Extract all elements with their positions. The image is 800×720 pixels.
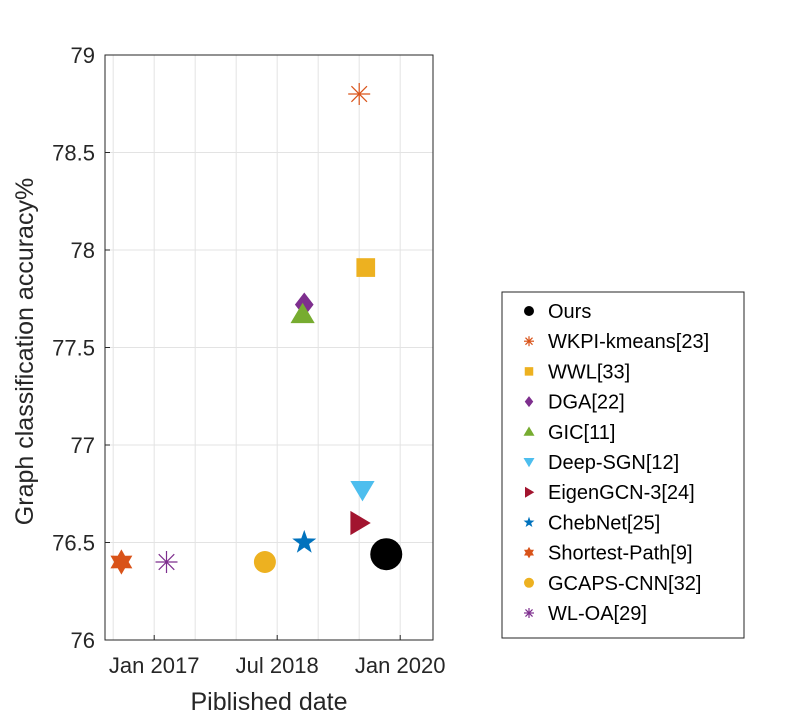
legend-item: Deep-SGN[12] <box>523 452 679 474</box>
legend-marker <box>524 336 534 347</box>
data-point <box>290 302 315 324</box>
legend-item: ChebNet[25] <box>523 512 660 534</box>
legend-marker <box>525 486 535 498</box>
legend-marker <box>523 516 535 528</box>
data-point <box>155 551 178 573</box>
data-point <box>110 549 133 575</box>
legend-item: DGA[22] <box>524 392 625 414</box>
legend-item: Ours <box>524 301 591 323</box>
legend-item: WL-OA[29] <box>524 603 647 625</box>
data-point <box>294 292 314 317</box>
legend-label: WWL[33] <box>548 361 630 383</box>
data-point <box>348 83 371 105</box>
legend-marker <box>524 306 534 316</box>
y-tick-label: 76 <box>71 628 95 653</box>
legend: Ours WKPI-kmeans[23] WWL[33] DGA[22] GIC[11]… <box>501 291 745 639</box>
x-tick-label: Jan 2020 <box>355 653 446 678</box>
legend-label: WL-OA[29] <box>548 603 647 625</box>
x-tick-label: Jan 2017 <box>109 653 200 678</box>
x-axis-label: Piblished date <box>190 688 347 716</box>
y-tick-label: 77 <box>71 433 95 458</box>
x-tick-label: Jul 2018 <box>236 653 319 678</box>
legend-item: GCAPS-CNN[32] <box>524 573 701 595</box>
legend-label: Shortest-Path[9] <box>548 543 693 565</box>
data-point <box>292 529 317 553</box>
legend-marker <box>524 396 534 408</box>
legend-marker <box>524 577 534 588</box>
legend-item: WKPI-kmeans[23] <box>524 331 709 353</box>
y-tick-label: 77.5 <box>52 336 95 361</box>
legend-label: DGA[22] <box>548 392 625 414</box>
data-point <box>253 551 276 573</box>
legend-label: EigenGCN-3[24] <box>548 482 695 504</box>
y-tick-label: 76.5 <box>52 531 95 556</box>
y-tick-label: 78.5 <box>52 141 95 166</box>
legend-label: Deep-SGN[12] <box>548 452 679 474</box>
axis-ticks: Jan 2017 Jul 2018 Jan 2020 76 76.5 77 77.5 78 78… <box>52 43 445 678</box>
y-axis-label: Graph classification accuracy% <box>11 178 39 525</box>
data-point <box>350 510 371 536</box>
legend-item: EigenGCN-3[24] <box>525 482 695 504</box>
legend-label: WKPI-kmeans[23] <box>548 331 709 353</box>
legend-marker <box>524 367 534 376</box>
data-points <box>110 83 403 575</box>
legend-marker <box>523 458 535 468</box>
data-point <box>356 258 376 277</box>
legend-marker <box>524 546 534 559</box>
legend-label: Ours <box>548 301 591 323</box>
legend-item: GIC[11] <box>523 422 615 444</box>
legend-label: GIC[11] <box>548 422 615 444</box>
legend-marker <box>523 426 535 436</box>
y-tick-label: 79 <box>71 43 95 68</box>
legend-label: ChebNet[25] <box>548 512 660 534</box>
data-point <box>370 538 403 571</box>
legend-box <box>501 291 745 639</box>
legend-label: GCAPS-CNN[32] <box>548 573 701 595</box>
legend-item: Shortest-Path[9] <box>524 543 693 565</box>
data-point <box>350 481 375 502</box>
y-tick-label: 78 <box>71 238 95 263</box>
legend-item: WWL[33] <box>524 361 630 383</box>
legend-marker <box>524 608 534 618</box>
